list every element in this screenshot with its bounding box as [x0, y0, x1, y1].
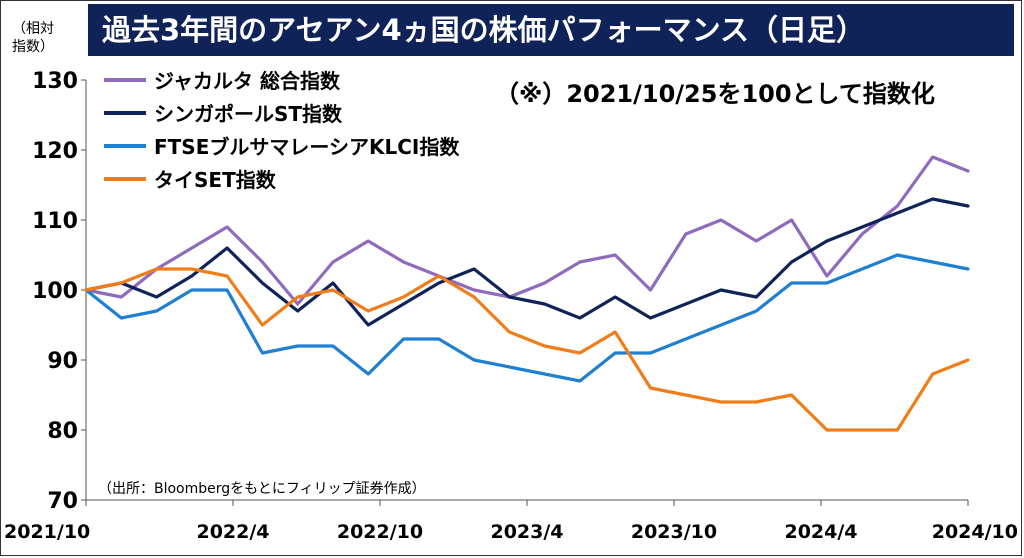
index-note: （※）2021/10/25を100として指数化: [495, 80, 935, 108]
x-tick-label: 2024/10: [932, 521, 1018, 543]
y-tick-label: 120: [32, 139, 78, 164]
y-tick-label: 90: [47, 349, 78, 374]
axes: 70 80 90 100 110 120 130 2021/10 2022/4 2022/10 20…: [4, 69, 1018, 543]
series-line-2: [84, 197, 970, 327]
x-tick-label: 2022/4: [196, 521, 269, 543]
legend-label-3: FTSEブルサマレーシアKLCI指数: [154, 135, 460, 159]
legend-label-4: タイSET指数: [154, 168, 277, 192]
chart-title: 過去3年間のアセアン4ヵ国の株価パフォーマンス（日足）: [88, 4, 1014, 56]
series-line-1: [84, 155, 970, 306]
source-note: （出所：Bloombergをもとにフィリップ証券作成）: [98, 481, 426, 497]
legend-label-2: シンガポールST指数: [154, 102, 343, 126]
series-line-3: [84, 253, 970, 383]
y-tick-label: 130: [32, 69, 78, 94]
y-tick-label: 80: [47, 419, 78, 444]
legend-label-1: ジャカルタ 総合指数: [154, 69, 341, 93]
series-lines: [84, 155, 970, 432]
y-axis-unit: （相対 指数）: [12, 20, 54, 56]
series-line-4: [84, 267, 970, 432]
x-tick-label: 2023/10: [631, 521, 717, 543]
x-tick-label: 2023/4: [490, 521, 563, 543]
y-axis-unit-line-1: （相対: [12, 21, 54, 37]
x-tick-label: 2021/10: [4, 521, 90, 543]
y-tick-label: 70: [47, 489, 78, 514]
x-tick-label: 2022/10: [337, 521, 423, 543]
x-tick-label: 2024/4: [784, 521, 857, 543]
y-axis-unit-line-2: 指数）: [12, 39, 54, 55]
y-tick-label: 100: [32, 279, 78, 304]
y-tick-label: 110: [32, 209, 78, 234]
